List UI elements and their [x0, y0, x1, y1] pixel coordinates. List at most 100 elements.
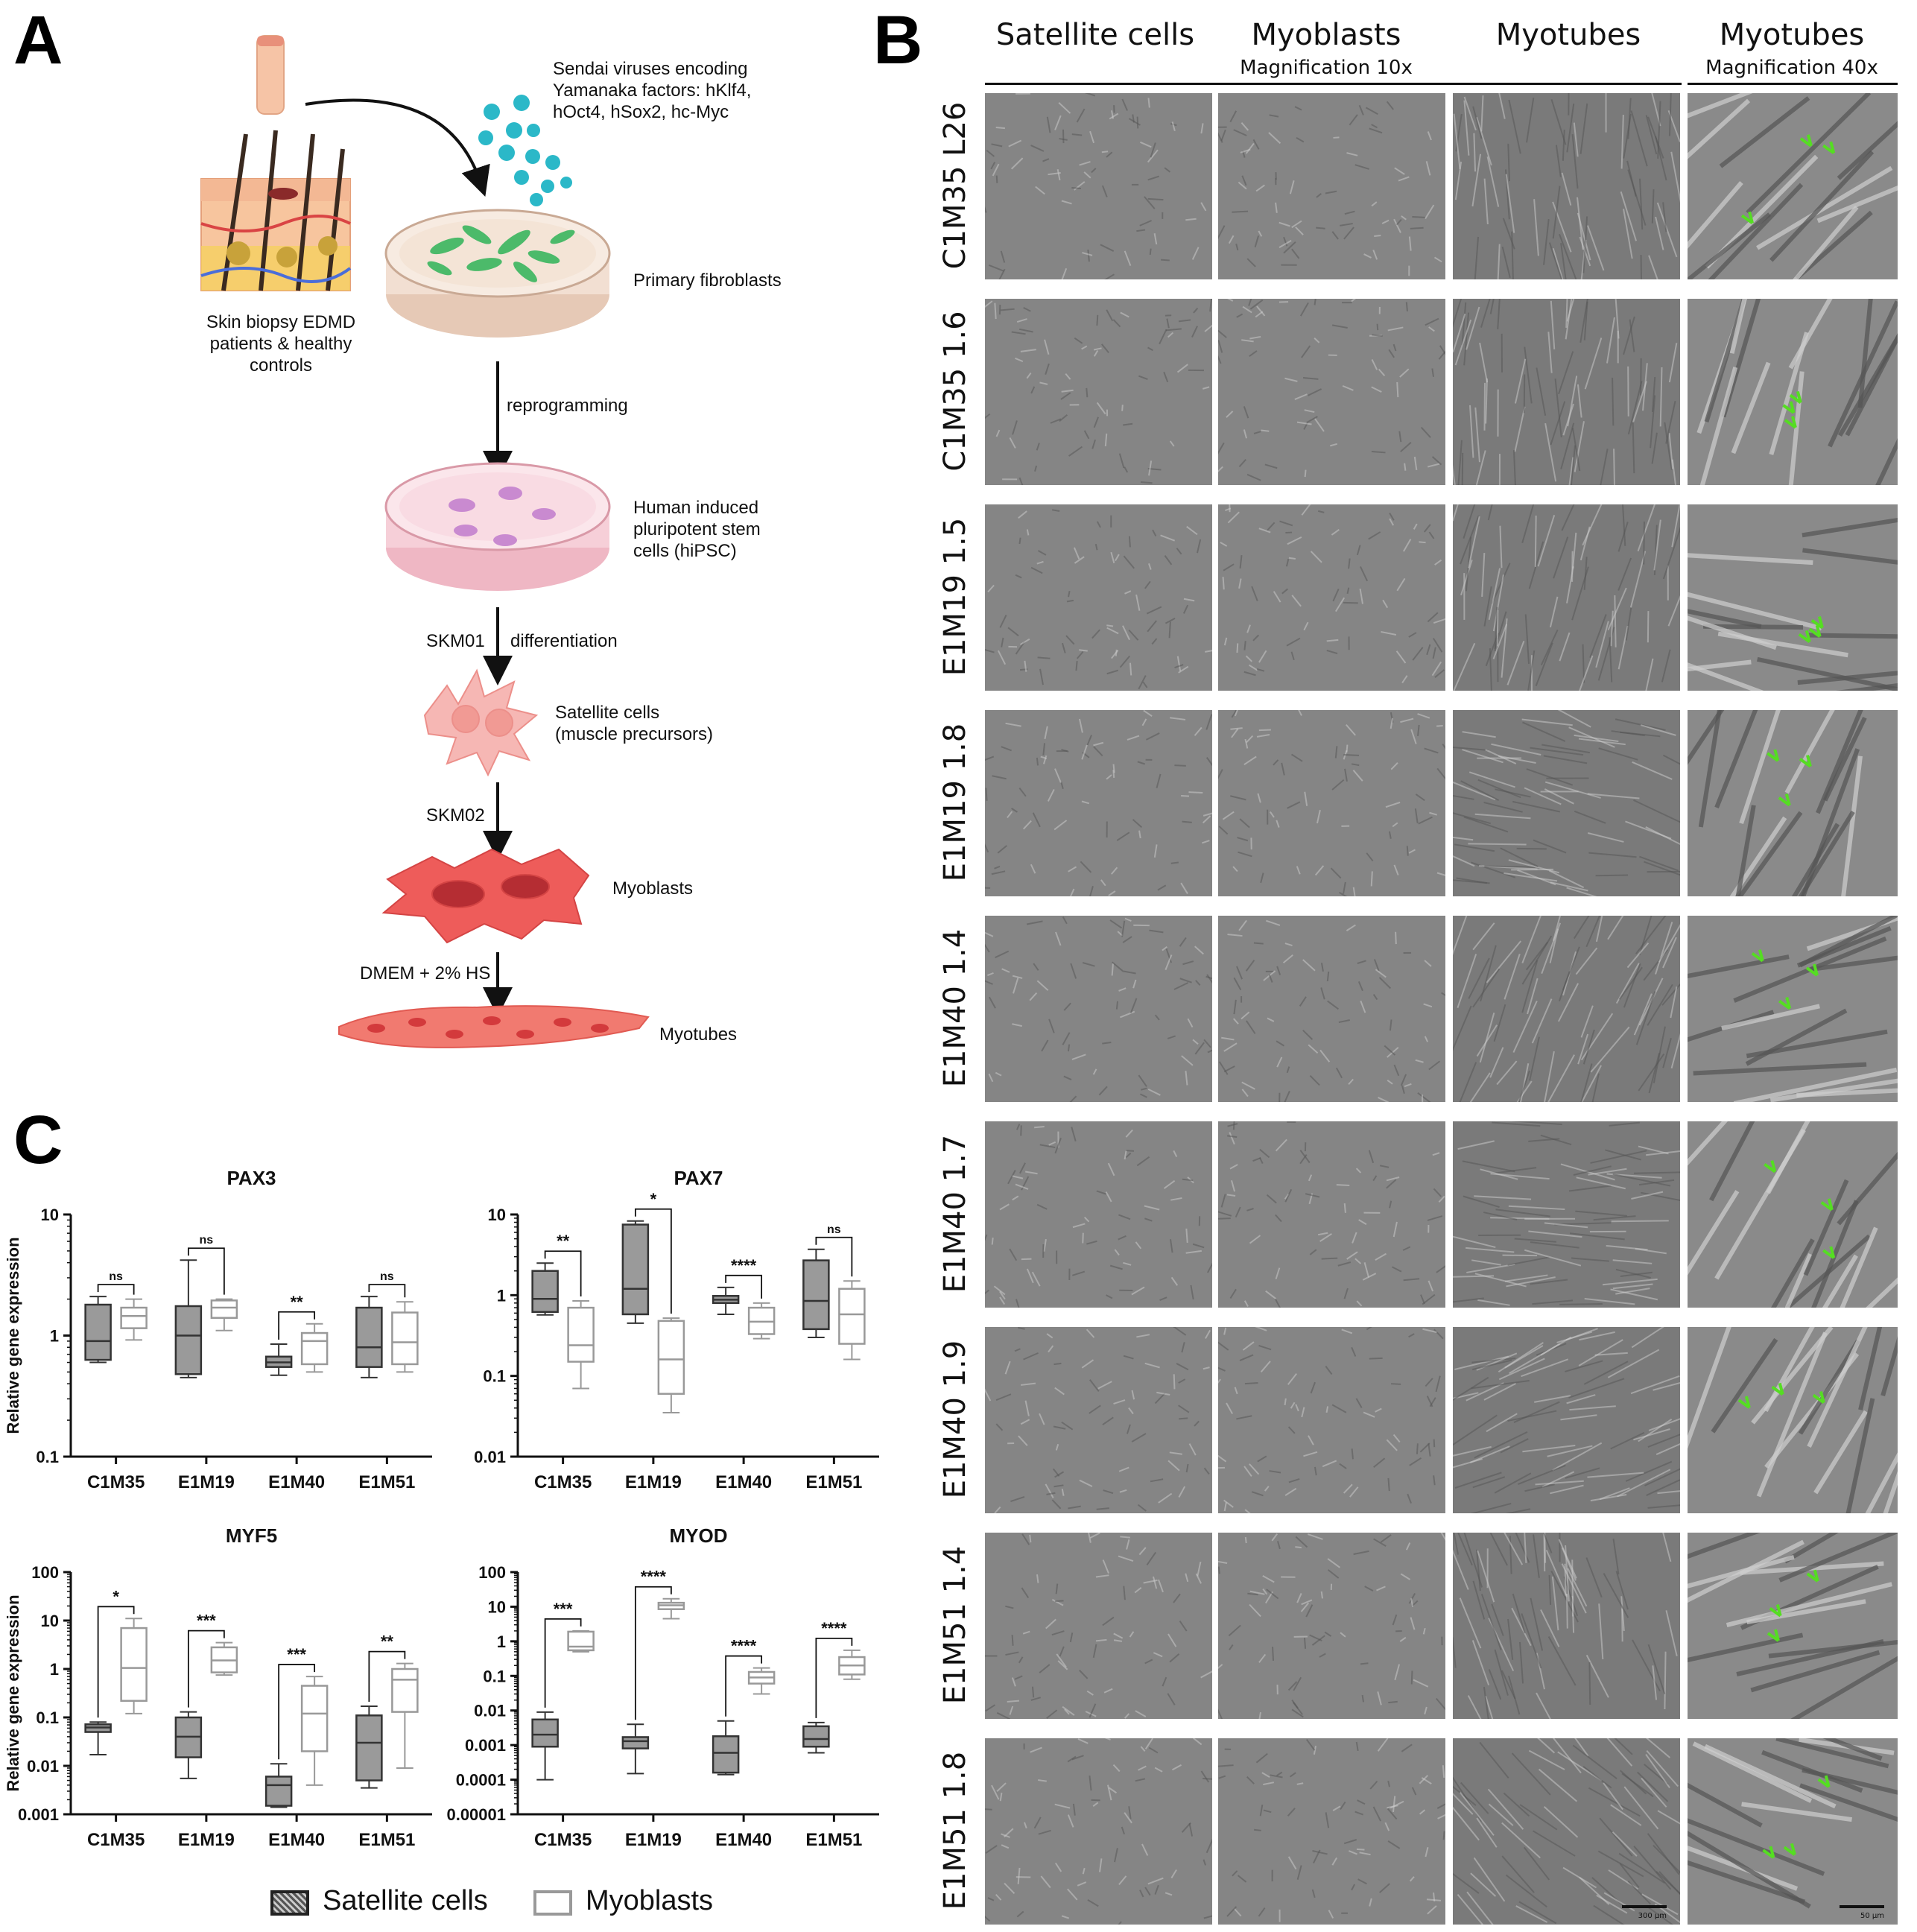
x-tick-label: E1M51	[805, 1472, 862, 1492]
significance-label: *	[650, 1190, 657, 1209]
row-label: E1M19 1.5	[938, 500, 972, 694]
micrograph-tile	[1688, 1533, 1898, 1719]
significance-label: ***	[197, 1612, 216, 1630]
chart-title: PAX7	[674, 1167, 723, 1189]
micrograph-tile	[1688, 1327, 1898, 1513]
y-tick-label: 0.1	[483, 1367, 506, 1386]
significance-label: ns	[200, 1234, 214, 1247]
x-tick-label: E1M19	[178, 1830, 235, 1850]
micrograph-tile	[1688, 710, 1898, 896]
micrograph-tile	[985, 1121, 1212, 1308]
box-myoblasts	[121, 1628, 147, 1701]
micrograph-tile	[1688, 916, 1898, 1102]
x-tick-label: C1M35	[87, 1472, 145, 1492]
box-satellite	[713, 1736, 738, 1773]
box-satellite	[266, 1776, 291, 1805]
micrograph-tile	[1453, 710, 1680, 896]
legend-swatch-satellite	[270, 1890, 309, 1916]
micrograph-tile	[1688, 93, 1898, 279]
scale-bar	[1622, 1905, 1667, 1908]
significance-bracket	[98, 1285, 134, 1294]
box-satellite	[533, 1720, 558, 1746]
x-tick-label: C1M35	[87, 1830, 145, 1850]
micrograph-tile	[1218, 1121, 1445, 1308]
x-tick-label: E1M51	[358, 1472, 415, 1492]
micrograph-tile	[985, 299, 1212, 485]
row-label: E1M19 1.8	[938, 706, 972, 899]
scale-bar-label: 300 µm	[1638, 1912, 1667, 1920]
box-myoblasts	[839, 1289, 864, 1344]
y-tick-label: 1	[50, 1660, 59, 1679]
micrograph-tile	[1688, 1121, 1898, 1308]
box-myoblasts	[302, 1333, 327, 1364]
micrograph-tile	[1453, 1121, 1680, 1308]
y-tick-label: 100	[478, 1563, 506, 1582]
significance-label: **	[381, 1632, 394, 1651]
magnification-10x: Magnification 10x	[1192, 57, 1460, 79]
differentiation-label: differentiation	[510, 630, 618, 652]
row-label: C1M35 1.6	[938, 294, 972, 488]
micrograph-tile	[985, 504, 1212, 691]
micrograph-tile	[985, 710, 1212, 896]
header-rule-10x	[985, 83, 1682, 85]
significance-label: *	[113, 1587, 119, 1606]
y-tick-label: 10	[41, 1612, 59, 1630]
y-tick-label: 0.1	[36, 1448, 59, 1466]
x-tick-label: E1M19	[625, 1830, 682, 1850]
expression-charts: PAX3 10 1 0.1 Relative gene expression C1M35 n…	[0, 1118, 916, 1932]
significance-label: ***	[287, 1645, 306, 1664]
micrograph-tile	[1453, 299, 1680, 485]
y-axis-label: Relative gene expression	[4, 1237, 22, 1434]
significance-label: ns	[827, 1223, 841, 1236]
micrograph-tile	[1218, 916, 1445, 1102]
y-tick-label: 0.0001	[456, 1771, 506, 1790]
row-label: E1M40 1.4	[938, 911, 972, 1105]
legend-label-myoblasts: Myoblasts	[586, 1885, 713, 1917]
col-header-myoblasts: Myoblasts	[1214, 18, 1438, 52]
hipsc-label: Human induced pluripotent stem cells (hiPS…	[633, 497, 761, 562]
y-axis-label: Relative gene expression	[4, 1594, 22, 1791]
significance-label: ns	[380, 1270, 394, 1283]
y-tick-label: 10	[488, 1597, 506, 1616]
box-satellite	[623, 1737, 648, 1748]
fibroblast-dish-icon	[386, 210, 609, 338]
myoblasts-icon	[384, 849, 589, 943]
box-satellite	[533, 1271, 558, 1312]
micrograph-tile	[1453, 916, 1680, 1102]
micrograph-tile	[985, 1327, 1212, 1513]
micrograph-tile	[1453, 504, 1680, 691]
x-tick-label: C1M35	[534, 1472, 592, 1492]
skm01-label: SKM01	[426, 630, 485, 652]
x-tick-label: E1M40	[268, 1472, 325, 1492]
x-tick-label: E1M40	[715, 1830, 772, 1850]
y-tick-label: 0.1	[483, 1667, 506, 1685]
micrograph-tile	[1218, 504, 1445, 691]
y-tick-label: 1	[497, 1286, 506, 1305]
col-header-myotubes: Myotubes	[1457, 18, 1680, 52]
box-satellite	[356, 1715, 381, 1780]
micrograph-tile	[985, 1533, 1212, 1719]
header-rule-40x	[1688, 83, 1898, 85]
box-satellite	[803, 1726, 828, 1746]
x-tick-label: C1M35	[534, 1830, 592, 1850]
box-myoblasts	[212, 1300, 237, 1317]
row-label: E1M51 1.8	[938, 1734, 972, 1928]
micrograph-tile: 300 µm	[1453, 1738, 1680, 1925]
chart-title: PAX3	[227, 1167, 276, 1189]
col-header-satellite: Satellite cells	[983, 18, 1207, 52]
box-myoblasts	[659, 1321, 684, 1394]
box-myoblasts	[121, 1308, 147, 1328]
box-myoblasts	[568, 1308, 594, 1361]
biopsy-text: Skin biopsy EDMD patients & healthy contro…	[195, 311, 367, 376]
x-tick-label: E1M51	[358, 1830, 415, 1850]
satellite-cells-icon	[425, 671, 536, 775]
x-tick-label: E1M40	[268, 1830, 325, 1850]
row-label: E1M51 1.4	[938, 1528, 972, 1722]
micrograph-tile	[1218, 93, 1445, 279]
significance-bracket	[369, 1285, 405, 1297]
box-myoblasts	[302, 1686, 327, 1752]
micrograph-tile	[1453, 1533, 1680, 1719]
y-tick-label: 0.001	[18, 1805, 59, 1824]
satellite-label: Satellite cells (muscle precursors)	[555, 702, 713, 745]
row-label: C1M35 L26	[938, 89, 972, 282]
